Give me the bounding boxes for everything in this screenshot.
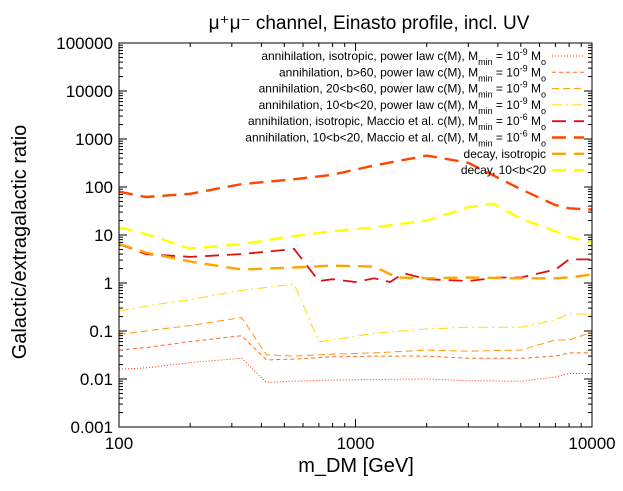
legend-label: annihilation, 20<b<60, power law c(M), M… <box>259 80 546 100</box>
chart-title: μ⁺μ⁻ channel, Einasto profile, incl. UV <box>209 13 530 34</box>
y-axis-label: Galactic/extragalactic ratio <box>9 125 31 360</box>
legend-label: annihilation, b>60, power law c(M), Mmin… <box>279 63 546 83</box>
y-tick-label: 0.1 <box>89 322 113 341</box>
series-line-1 <box>118 357 592 383</box>
series-line-2 <box>118 335 592 361</box>
legend-label: annihilation, isotropic, power law c(M),… <box>261 47 546 67</box>
series-line-3 <box>118 317 593 357</box>
series-line-8 <box>118 202 593 250</box>
legend-label: decay, isotropic <box>464 147 546 161</box>
legend-label: annihilation, isotropic, Maccio et al. c… <box>248 112 546 132</box>
x-tick-label: 10000 <box>568 434 615 453</box>
series-line-7 <box>118 242 593 280</box>
x-axis-label: m_DM [GeV] <box>298 455 414 477</box>
y-tick-label: 10000 <box>66 82 113 101</box>
legend-label: decay, 10<b<20 <box>461 163 547 177</box>
y-tick-label: 10 <box>94 226 113 245</box>
series-line-4 <box>118 283 593 343</box>
y-tick-label: 1000 <box>75 130 113 149</box>
plot-frame <box>118 42 593 428</box>
y-tick-label: 0.01 <box>80 370 113 389</box>
x-tick-label: 100 <box>105 434 133 453</box>
y-tick-label: 100000 <box>56 34 113 53</box>
legend-label: annihilation, 10<b<20, Maccio et al. c(M… <box>245 129 546 149</box>
series-line-5 <box>118 243 592 283</box>
series-line-6 <box>118 154 593 211</box>
y-tick-label: 100 <box>85 178 113 197</box>
x-tick-label: 1000 <box>337 434 375 453</box>
y-tick-label: 0.001 <box>70 418 113 437</box>
y-tick-label: 1 <box>104 274 113 293</box>
legend-label: annihilation, 10<b<20, power law c(M), M… <box>259 96 546 116</box>
